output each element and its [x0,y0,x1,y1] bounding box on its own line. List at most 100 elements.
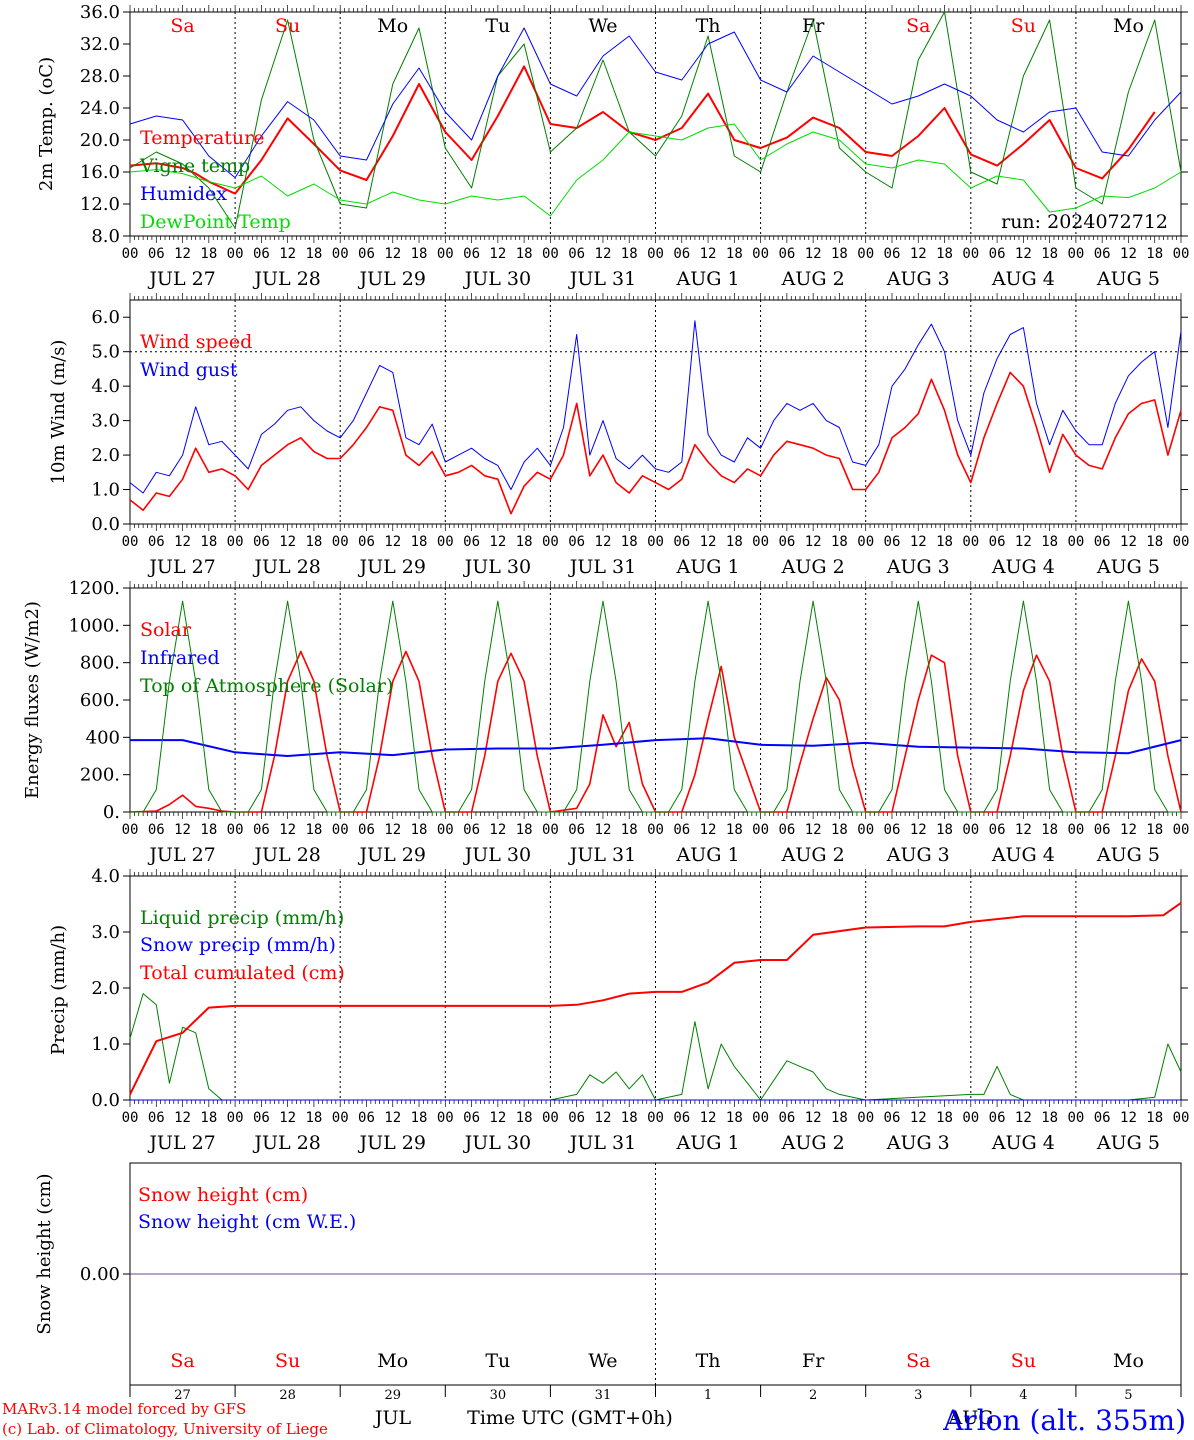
hour-label: 00 [122,822,139,838]
date-label: AUG 5 [1096,556,1160,578]
y-tick-label: 1200. [68,578,120,599]
wind-ylabel: 10m Wind (m/s) [48,340,69,485]
hour-label: 00 [1173,1110,1190,1126]
date-label: JUL 27 [147,268,215,290]
hour-label: 00 [437,1110,454,1126]
date-label: JUL 30 [463,556,531,578]
date-label: JUL 27 [147,556,215,578]
date-label: JUL 29 [358,1132,426,1154]
y-tick-label: 24.0 [80,98,120,119]
date-label: JUL 27 [147,844,215,866]
hour-label: 12 [910,534,927,550]
weekday-label: Mo [377,15,408,37]
day-number-label: 1 [704,1388,712,1403]
legend-solar: Solar [140,619,192,641]
hour-label: 12 [384,534,401,550]
date-label: AUG 5 [1096,268,1160,290]
temp-legend: Temperature Vigne temp Humidex DewPoint … [139,127,291,233]
station-label: Arlon (alt. 355m) [942,1404,1186,1437]
date-label: AUG 4 [991,556,1055,578]
hour-label: 18 [200,1110,217,1126]
hour-label: 00 [122,1110,139,1126]
hour-label: 18 [1041,246,1058,262]
hour-label: 06 [148,1110,165,1126]
weekday-label: Su [1011,1350,1036,1372]
weekday-label: We [588,1350,617,1372]
hour-label: 06 [989,822,1006,838]
date-label: JUL 29 [358,556,426,578]
hour-label: 18 [831,822,848,838]
hour-label: 18 [1146,1110,1163,1126]
day-number-label: 31 [595,1388,612,1403]
hour-label: 18 [516,246,533,262]
hour-label: 12 [1015,246,1032,262]
hour-label: 18 [1146,534,1163,550]
hour-label: 06 [1094,246,1111,262]
y-tick-label: 1.0 [91,480,120,501]
hour-label: 18 [621,1110,638,1126]
day-number-label: 3 [914,1388,922,1403]
snow-legend: Snow height (cm) Snow height (cm W.E.) [138,1184,356,1233]
hour-label: 18 [831,1110,848,1126]
hour-label: 00 [542,822,559,838]
date-label: AUG 1 [676,268,740,290]
date-label: AUG 3 [886,268,950,290]
hour-label: 18 [516,822,533,838]
hour-label: 06 [989,1110,1006,1126]
series-line-temperature [129,65,1156,195]
hour-label: 06 [568,1110,585,1126]
hour-label: 18 [200,822,217,838]
hour-label: 06 [148,534,165,550]
hour-label: 06 [884,534,901,550]
hour-label: 06 [778,246,795,262]
hour-label: 12 [700,1110,717,1126]
hour-label: 06 [253,246,270,262]
y-tick-label: 32.0 [80,34,120,55]
hour-label: 06 [463,822,480,838]
hour-label: 00 [542,246,559,262]
date-label: JUL 31 [568,844,636,866]
day-number-label: 29 [384,1388,401,1403]
date-label: AUG 5 [1096,1132,1160,1154]
hour-label: 18 [726,534,743,550]
hour-label: 12 [805,1110,822,1126]
series-layer [129,11,1182,1275]
temp-ylabel: 2m Temp. (oC) [36,57,57,191]
hour-label: 06 [778,822,795,838]
hour-label: 12 [384,822,401,838]
hour-label: 12 [384,246,401,262]
hour-label: 00 [857,1110,874,1126]
weekday-label: Tu [485,1350,510,1372]
hour-label: 12 [279,1110,296,1126]
hour-label: 18 [936,822,953,838]
hour-label: 12 [700,246,717,262]
weekday-label: Sa [170,1350,194,1372]
hour-label: 00 [1067,822,1084,838]
legend-snow-we: Snow height (cm W.E.) [138,1211,356,1233]
hour-label: 12 [1015,534,1032,550]
month-label-jul: JUL [373,1407,412,1429]
y-tick-label: 8.0 [91,226,120,247]
hour-label: 06 [463,534,480,550]
hour-label: 18 [411,822,428,838]
hour-label: 18 [726,1110,743,1126]
date-label: JUL 31 [568,556,636,578]
date-label: AUG 2 [781,844,845,866]
y-tick-label: 0. [103,802,120,823]
day-number-label: 4 [1019,1388,1027,1403]
hour-label: 00 [332,246,349,262]
hour-label: 06 [253,534,270,550]
hour-label: 00 [857,246,874,262]
hour-label: 12 [595,534,612,550]
hour-label: 06 [148,246,165,262]
y-tick-label: 0.0 [91,1090,120,1111]
day-number-label: 2 [809,1388,817,1403]
day-number-label: 27 [174,1388,191,1403]
hour-label: 18 [936,1110,953,1126]
hour-label: 00 [437,246,454,262]
series-line-vigne-temp [129,11,1182,229]
hour-label: 06 [884,822,901,838]
y-tick-label: 16.0 [80,162,120,183]
hour-label: 12 [174,822,191,838]
hour-label: 06 [884,246,901,262]
